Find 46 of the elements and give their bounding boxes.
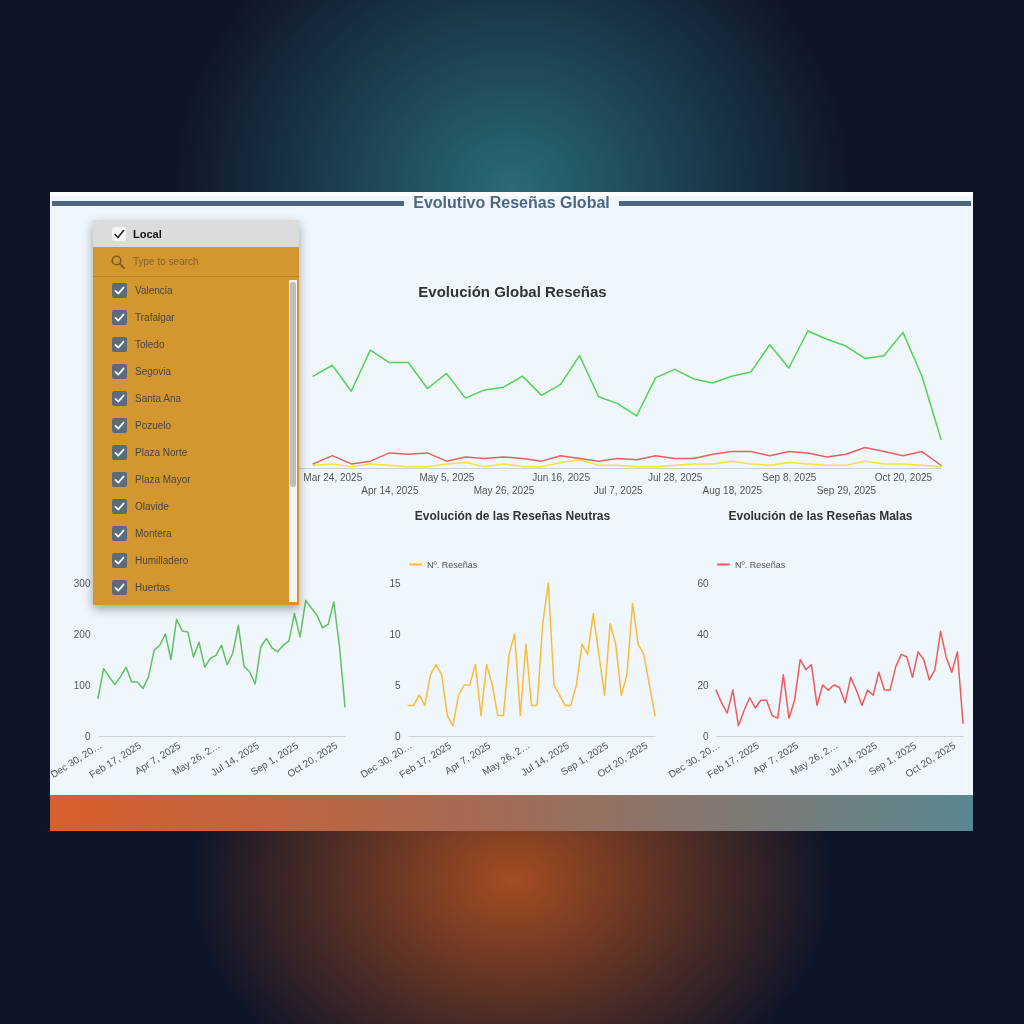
text: Montera [135, 528, 172, 539]
x-tick-label: Oct 20, 2025 [874, 471, 933, 483]
x-tick-label: May 26, 2025 [473, 484, 535, 496]
annotation: Plaza Norte [135, 447, 188, 458]
text: Trafalgar [135, 312, 175, 323]
y-tick-label: 100 [73, 679, 91, 691]
y-tick-label: 10 [389, 628, 401, 640]
chart-title: Evolución de las Reseñas Neutras [414, 509, 611, 523]
line-series [715, 630, 964, 727]
text: Valencia [135, 285, 173, 296]
annotation: Santa Ana [135, 393, 182, 404]
x-tick-label: May 5, 2025 [419, 471, 475, 483]
y-tick-label: 0 [394, 730, 401, 742]
x-tick-label: Aug 18, 2025 [702, 484, 763, 496]
x-tick-label: Sep 29, 2025 [816, 484, 877, 496]
y-tick-label: 20 [697, 679, 709, 691]
legend-label: Nº. Reseñas [427, 559, 478, 570]
y-tick-label: 5 [394, 679, 401, 691]
chart-title: Evolución de las Reseñas Malas [728, 509, 913, 523]
y-tick-label: 15 [389, 577, 401, 589]
text: Plaza Mayor [135, 474, 191, 485]
text: Local [133, 227, 162, 240]
y-tick-label: 40 [697, 628, 709, 640]
text: Olavide [135, 501, 169, 512]
y-tick-label: 300 [73, 577, 91, 589]
annotation: Pozuelo [135, 420, 172, 431]
legend-label: Nº. Reseñas [735, 559, 786, 570]
x-tick-label: Jul 28, 2025 [647, 471, 703, 483]
x-tick-label: Apr 14, 2025 [361, 484, 419, 496]
y-tick-label: 200 [73, 628, 91, 640]
annotation: Huertas [135, 582, 171, 593]
text: Humilladero [135, 555, 189, 566]
x-tick-label: Jun 16, 2025 [532, 471, 591, 483]
annotation: Toledo [135, 339, 165, 350]
y-tick-label: 0 [702, 730, 709, 742]
x-tick-label: Jul 7, 2025 [593, 484, 644, 496]
line-series [97, 599, 346, 708]
y-tick-label: 0 [84, 730, 91, 742]
x-tick-label: Sep 8, 2025 [762, 471, 817, 483]
line-series [407, 582, 656, 727]
annotation: Segovia [135, 366, 172, 377]
text: Evolutivo Reseñas Global [412, 194, 611, 212]
chart-title: Evolución Global Reseñas [418, 283, 607, 301]
search-field: Type to search [93, 247, 299, 277]
x-tick-label: Mar 24, 2025 [303, 471, 363, 483]
y-tick-label: 60 [697, 577, 709, 589]
